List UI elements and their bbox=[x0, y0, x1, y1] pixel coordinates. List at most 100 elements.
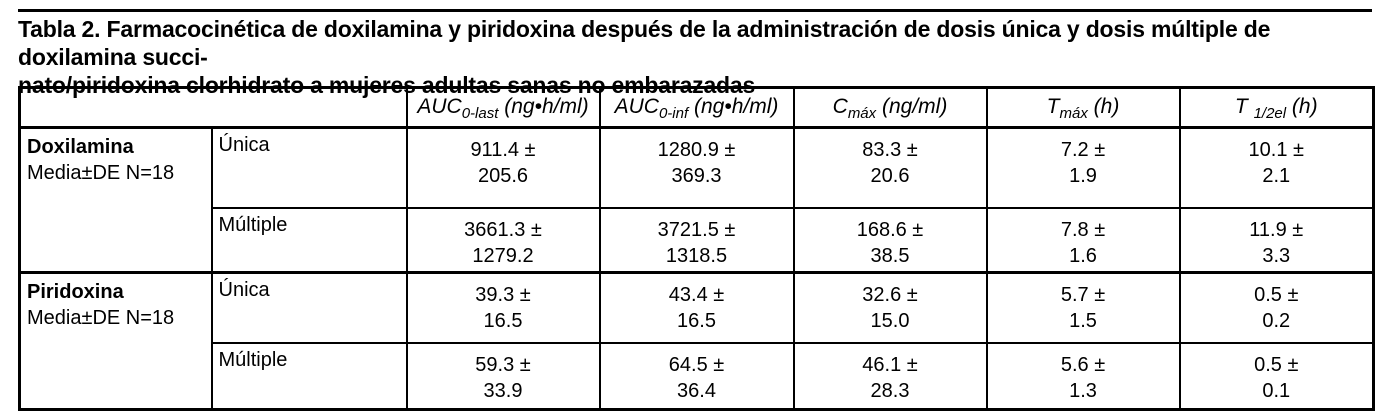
value-cell-auc-0-last: 39.3 ± 16.5 bbox=[405, 271, 601, 344]
value-sd: 1.3 bbox=[1069, 379, 1097, 402]
column-header-auc-0-inf: AUC0-inf (ng•h/ml) bbox=[598, 86, 795, 129]
header-symbol: AUC bbox=[417, 94, 462, 118]
header-empty-cell bbox=[18, 86, 408, 129]
value-mean: 5.6 ± bbox=[1060, 353, 1106, 376]
value-cell-tmax: 5.7 ± 1.5 bbox=[985, 271, 1181, 344]
value-sd: 38.5 bbox=[870, 244, 910, 267]
header-symbol: AUC bbox=[614, 94, 659, 118]
value-cell-auc-0-inf: 43.4 ± 16.5 bbox=[598, 271, 795, 344]
table-header-row: AUC0-last (ng•h/ml) AUC0-inf (ng•h/ml) C… bbox=[18, 86, 1375, 129]
value-sd: 0.1 bbox=[1262, 379, 1291, 402]
value-sd: 205.6 bbox=[477, 165, 529, 187]
dose-cell: Múltiple bbox=[210, 341, 408, 411]
dose-cell: Múltiple bbox=[210, 206, 408, 274]
header-unit: (h) bbox=[1286, 94, 1318, 118]
page-title-line-1: Tabla 2. Farmacocinética de doxilamina y… bbox=[18, 16, 1271, 70]
header-subscript: 0-last bbox=[461, 104, 499, 122]
header-subscript: máx bbox=[847, 104, 877, 122]
value-sd: 2.1 bbox=[1262, 165, 1291, 187]
value-cell-cmax: 168.6 ± 38.5 bbox=[792, 206, 988, 274]
value-cell-cmax: 46.1 ± 28.3 bbox=[792, 341, 988, 411]
column-header-cmax: Cmáx (ng/ml) bbox=[792, 86, 988, 129]
header-unit: (ng•h/ml) bbox=[688, 94, 779, 118]
value-cell-t-half-el: 0.5 ± 0.2 bbox=[1178, 271, 1375, 344]
value-sd: 16.5 bbox=[483, 310, 523, 332]
value-mean: 3661.3 ± bbox=[464, 218, 542, 241]
header-unit: (ng/ml) bbox=[876, 94, 948, 118]
value-cell-t-half-el: 0.5 ± 0.1 bbox=[1178, 341, 1375, 411]
header-symbol: C bbox=[832, 94, 848, 118]
value-cell-t-half-el: 10.1 ± 2.1 bbox=[1178, 126, 1375, 209]
value-sd: 0.2 bbox=[1262, 310, 1291, 332]
value-mean: 59.3 ± bbox=[475, 353, 531, 376]
value-mean: 0.5 ± bbox=[1254, 353, 1299, 376]
value-mean: 5.7 ± bbox=[1060, 284, 1106, 306]
group-cell-doxilamina: Doxilamina Media±DE N=18 bbox=[18, 126, 213, 274]
value-cell-auc-0-last: 911.4 ± 205.6 bbox=[405, 126, 601, 209]
value-sd: 1.9 bbox=[1069, 165, 1097, 187]
value-mean: 7.8 ± bbox=[1060, 218, 1106, 241]
value-cell-cmax: 83.3 ± 20.6 bbox=[792, 126, 988, 209]
value-sd: 33.9 bbox=[483, 379, 523, 402]
dose-cell: Única bbox=[210, 271, 408, 344]
value-sd: 36.4 bbox=[677, 379, 716, 402]
table-row-piridoxina-unica: Piridoxina Media±DE N=18 Única 39.3 ± 16… bbox=[18, 271, 1375, 411]
column-header-tmax: Tmáx (h) bbox=[985, 86, 1181, 129]
value-mean: 7.2 ± bbox=[1060, 139, 1106, 161]
value-mean: 3721.5 ± bbox=[657, 218, 736, 241]
table-row-doxilamina-multiple: Múltiple 3661.3 ± 1279.2 3721.5 ± 1318.5… bbox=[20, 206, 1375, 274]
value-cell-tmax: 7.2 ± 1.9 bbox=[985, 126, 1181, 209]
value-mean: 11.9 ± bbox=[1249, 218, 1304, 241]
group-name: Doxilamina bbox=[27, 136, 134, 158]
group-name: Piridoxina bbox=[27, 281, 124, 303]
value-cell-cmax: 32.6 ± 15.0 bbox=[792, 271, 988, 344]
value-mean: 10.1 ± bbox=[1248, 139, 1304, 161]
value-mean: 168.6 ± bbox=[856, 218, 924, 241]
header-symbol: T bbox=[1046, 94, 1060, 118]
column-header-t-half-el: T 1/2el (h) bbox=[1178, 86, 1375, 129]
header-subscript: 0-inf bbox=[658, 104, 689, 122]
value-cell-auc-0-inf: 64.5 ± 36.4 bbox=[598, 341, 795, 411]
value-cell-auc-0-last: 59.3 ± 33.9 bbox=[405, 341, 601, 411]
value-sd: 15.0 bbox=[870, 310, 910, 332]
value-mean: 1280.9 ± bbox=[657, 139, 736, 161]
value-cell-tmax: 5.6 ± 1.3 bbox=[985, 341, 1181, 411]
value-mean: 0.5 ± bbox=[1254, 284, 1299, 306]
header-unit: (ng•h/ml) bbox=[498, 94, 589, 118]
value-sd: 1.6 bbox=[1069, 244, 1097, 267]
group-stat: Media±DE N=18 bbox=[27, 162, 175, 184]
header-symbol: T bbox=[1234, 94, 1254, 118]
group-cell-piridoxina: Piridoxina Media±DE N=18 bbox=[18, 271, 213, 411]
value-sd: 369.3 bbox=[671, 165, 722, 187]
table-row-doxilamina-unica: Doxilamina Media±DE N=18 Única 911.4 ± 2… bbox=[18, 126, 1375, 274]
header-subscript: máx bbox=[1059, 104, 1088, 122]
value-mean: 83.3 ± bbox=[862, 139, 918, 161]
pharmacokinetics-table: AUC0-last (ng•h/ml) AUC0-inf (ng•h/ml) C… bbox=[18, 86, 1375, 411]
value-cell-auc-0-inf: 1280.9 ± 369.3 bbox=[598, 126, 795, 209]
value-cell-tmax: 7.8 ± 1.6 bbox=[985, 206, 1181, 274]
header-subscript: 1/2el bbox=[1253, 104, 1287, 122]
value-sd: 28.3 bbox=[870, 379, 910, 402]
value-mean: 43.4 ± bbox=[668, 284, 725, 306]
value-sd: 20.6 bbox=[870, 165, 910, 187]
value-mean: 64.5 ± bbox=[668, 353, 725, 376]
value-mean: 32.6 ± bbox=[862, 284, 918, 306]
dose-cell: Única bbox=[210, 126, 408, 209]
header-unit: (h) bbox=[1087, 94, 1120, 118]
value-sd: 3.3 bbox=[1262, 244, 1291, 267]
column-header-auc-0-last: AUC0-last (ng•h/ml) bbox=[405, 86, 601, 129]
group-stat: Media±DE N=18 bbox=[27, 307, 175, 329]
value-sd: 1279.2 bbox=[472, 244, 534, 267]
value-mean: 39.3 ± bbox=[475, 284, 531, 306]
value-sd: 1.5 bbox=[1069, 310, 1097, 332]
top-horizontal-rule bbox=[18, 9, 1372, 12]
value-mean: 46.1 ± bbox=[862, 353, 918, 376]
value-mean: 911.4 ± bbox=[470, 139, 536, 161]
value-cell-auc-0-last: 3661.3 ± 1279.2 bbox=[405, 206, 601, 274]
value-cell-t-half-el: 11.9 ± 3.3 bbox=[1178, 206, 1375, 274]
value-cell-auc-0-inf: 3721.5 ± 1318.5 bbox=[598, 206, 795, 274]
value-sd: 16.5 bbox=[677, 310, 716, 332]
value-sd: 1318.5 bbox=[665, 244, 728, 267]
table-row-piridoxina-multiple: Múltiple 59.3 ± 33.9 64.5 ± 36.4 46.1 ± … bbox=[20, 341, 1375, 411]
